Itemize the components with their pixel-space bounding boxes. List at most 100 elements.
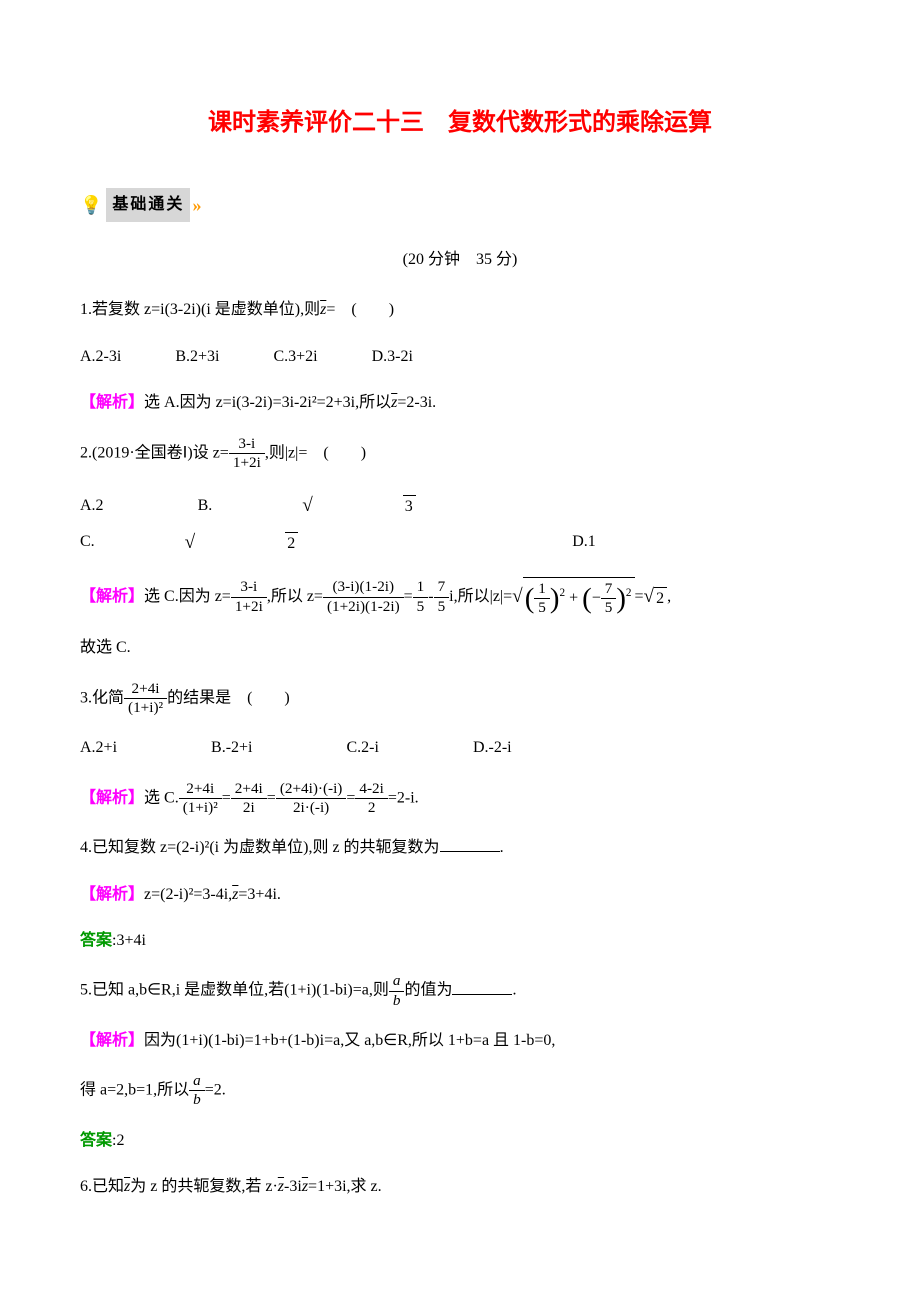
q5-stem-b: 的值为 (404, 982, 452, 999)
analysis-label: 【解析】 (80, 1032, 144, 1049)
q1-opt-a: A.2-3i (80, 342, 121, 372)
q2-ana-f1: 3-i1+2i (231, 578, 267, 615)
frac-den: (1+i)² (124, 699, 167, 717)
q3-f4: 4-2i2 (355, 780, 387, 817)
q3-options: A.2+i B.-2+i C.2-i D.-2-i (80, 733, 840, 763)
q1-stem-a: 1.若复数 z=i(3-2i)(i 是虚数单位),则 (80, 301, 320, 318)
frac-num: 1 (534, 580, 550, 599)
q5-ana-b: 得 a=2,b=1,所以 (80, 1082, 189, 1099)
frac-den: b (393, 992, 401, 1009)
period: . (500, 839, 504, 856)
analysis-label: 【解析】 (80, 886, 144, 903)
chevron-icon: » (192, 188, 198, 222)
q2-opt-b-pre: B. (198, 491, 213, 521)
analysis-label: 【解析】 (80, 394, 144, 411)
q4-analysis: 【解析】z=(2-i)²=3-4i,z=3+4i. (80, 880, 840, 910)
q6-a: 6.已知 (80, 1178, 124, 1195)
q3-opt-a: A.2+i (80, 733, 117, 763)
q4-answer: 答案:3+4i (80, 926, 840, 956)
q3-frac: 2+4i(1+i)² (124, 680, 167, 717)
q3-stem-a: 3.化简 (80, 689, 124, 706)
q2-frac-den: 1+2i (229, 454, 265, 472)
q5-answer-text: :2 (112, 1132, 124, 1149)
frac-den: 2i·(-i) (276, 799, 347, 817)
frac-den: 2i (231, 799, 267, 817)
eq: = (404, 588, 413, 605)
q1-opt-d: D.3-2i (372, 342, 413, 372)
q5-analysis-2: 得 a=2,b=1,所以ab=2. (80, 1072, 840, 1109)
q6-c: -3i (284, 1178, 302, 1195)
q2-analysis-line2: 故选 C. (80, 633, 840, 663)
q2-ana-f2: (3-i)(1-2i)(1+2i)(1-2i) (323, 578, 404, 615)
q3-stem-b: 的结果是 ( ) (167, 689, 290, 706)
q3-ana-a: 选 C. (144, 789, 179, 806)
q3-opt-c: C.2-i (347, 733, 379, 763)
q5-analysis-1: 【解析】因为(1+i)(1-bi)=1+b+(1-b)i=a,又 a,b∈R,所… (80, 1026, 840, 1056)
q2-opt-b-rad: 3 (403, 495, 416, 516)
section-header: 💡 基础通关 » (80, 188, 198, 222)
q4-ana-a: z=(2-i)²=3-4i, (144, 886, 232, 903)
timing-row: (20 分钟 35 分) (80, 245, 840, 275)
q1-text: 1.若复数 z=i(3-2i)(i 是虚数单位),则z= ( ) (80, 295, 840, 325)
q2-frac: 3-i1+2i (229, 435, 265, 472)
frac-den: b (193, 1091, 201, 1108)
frac-num: 3-i (231, 578, 267, 597)
period: . (512, 982, 516, 999)
frac-num: (2+4i)·(-i) (276, 780, 347, 799)
sqrt-icon: √2 (644, 579, 668, 615)
frac-den: 5 (413, 598, 429, 616)
frac-den: 2 (355, 799, 387, 817)
frac-den: (1+2i)(1-2i) (323, 598, 404, 616)
q2-ana-b: ,所以 z= (267, 588, 323, 605)
q1-stem-b: = ( ) (326, 301, 394, 318)
q5-frac: ab (389, 972, 405, 1009)
blank-line (452, 979, 512, 995)
eq: = (346, 789, 355, 806)
q5-answer: 答案:2 (80, 1126, 840, 1156)
q2-opt-b: B. √3 (198, 488, 596, 524)
q3-f3: (2+4i)·(-i)2i·(-i) (276, 780, 347, 817)
frac-num: 7 (434, 578, 450, 597)
q1-options: A.2-3i B.2+3i C.3+2i D.3-2i (80, 342, 840, 372)
q4-stem: 4.已知复数 z=(2-i)²(i 为虚数单位),则 z 的共轭复数为 (80, 839, 440, 856)
frac-den: 5 (434, 598, 450, 616)
q3-f1: 2+4i(1+i)² (179, 780, 222, 817)
frac-num: 2+4i (231, 780, 267, 799)
q2-opt-a: A.2 (80, 491, 104, 521)
q2-analysis-line1: 【解析】选 C.因为 z=3-i1+2i,所以 z=(3-i)(1-2i)(1+… (80, 577, 840, 617)
q4-ana-b: =3+4i. (238, 886, 281, 903)
q2-opt-c-rad: 2 (285, 532, 298, 553)
frac-den: 5 (601, 599, 617, 617)
frac-den: (1+i)² (179, 799, 222, 817)
frac-num: a (393, 972, 401, 989)
q2-frac-num: 3-i (229, 435, 265, 454)
answer-label: 答案 (80, 1132, 112, 1149)
sqrt-icon: √3 (302, 488, 506, 524)
q2-stem-a: 2.(2019·全国卷Ⅰ)设 z= (80, 444, 229, 461)
sqrt-result: 2 (654, 587, 667, 608)
frac-num: (3-i)(1-2i) (323, 578, 404, 597)
q5-text: 5.已知 a,b∈R,i 是虚数单位,若(1+i)(1-bi)=a,则ab的值为… (80, 972, 840, 1009)
lightbulb-icon: 💡 (80, 188, 102, 222)
q2-ana-f3: 15 (413, 578, 429, 615)
frac-num: a (193, 1072, 201, 1089)
q2-text: 2.(2019·全国卷Ⅰ)设 z=3-i1+2i,则|z|= ( ) (80, 435, 840, 472)
q5-frac2: ab (189, 1072, 205, 1109)
analysis-label: 【解析】 (80, 588, 144, 605)
q2-opt-d: D.1 (572, 527, 596, 557)
q6-b: 为 z 的共轭复数,若 z· (130, 1178, 278, 1195)
q2-stem-b: ,则|z|= ( ) (265, 444, 366, 461)
frac-den: 5 (534, 599, 550, 617)
q1-analysis-b: =2-3i. (397, 394, 436, 411)
q5-stem-a: 5.已知 a,b∈R,i 是虚数单位,若(1+i)(1-bi)=a,则 (80, 982, 389, 999)
q4-answer-text: :3+4i (112, 932, 146, 949)
q1-opt-b: B.2+3i (175, 342, 219, 372)
q1-analysis-a: 选 A.因为 z=i(3-2i)=3i-2i²=2+3i,所以 (144, 394, 391, 411)
section-label: 基础通关 (106, 188, 190, 222)
q6-text: 6.已知z为 z 的共轭复数,若 z·z-3iz=1+3i,求 z. (80, 1172, 840, 1202)
q3-analysis: 【解析】选 C.2+4i(1+i)²=2+4i2i=(2+4i)·(-i)2i·… (80, 780, 840, 817)
q6-d: =1+3i,求 z. (308, 1178, 382, 1195)
plus: + (569, 589, 578, 606)
eq: = (635, 588, 644, 605)
blank-line (440, 836, 500, 852)
